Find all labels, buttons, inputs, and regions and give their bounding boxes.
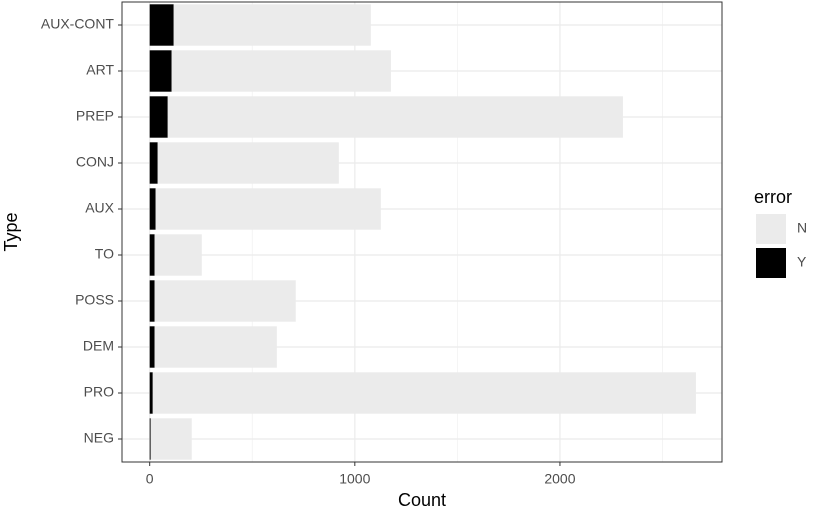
x-tick-label: 1000 xyxy=(339,471,370,487)
legend-key xyxy=(756,214,786,244)
bar-segment xyxy=(173,4,371,46)
y-tick-label: ART xyxy=(86,62,114,78)
y-tick-label: DEM xyxy=(83,338,114,354)
bar-segment xyxy=(149,372,153,414)
plot-border xyxy=(121,1,723,463)
legend-label: N xyxy=(797,220,807,236)
y-tick-label: PRO xyxy=(84,384,114,400)
bar-segment xyxy=(167,96,623,138)
y-tick-label: AUX xyxy=(85,200,114,216)
y-tick-label: POSS xyxy=(75,292,114,308)
y-axis-title: Type xyxy=(1,212,21,251)
bar-segment xyxy=(149,234,155,276)
x-tick-label: 0 xyxy=(146,471,154,487)
bar-segment xyxy=(149,50,172,92)
bar-segment xyxy=(152,372,696,414)
bar-segment xyxy=(149,188,156,230)
y-tick-label: CONJ xyxy=(76,154,114,170)
bar-segment xyxy=(149,96,168,138)
bar-segment xyxy=(171,50,391,92)
x-tick-label: 2000 xyxy=(544,471,575,487)
bar-segment xyxy=(149,142,158,184)
bar-segment xyxy=(149,280,155,322)
y-tick-label: PREP xyxy=(76,108,114,124)
bar-segment xyxy=(149,418,151,460)
legend-title: error xyxy=(754,187,792,207)
y-tick-label: AUX-CONT xyxy=(41,16,115,32)
legend-key xyxy=(756,248,786,278)
bar-segment xyxy=(154,234,202,276)
y-tick-label: NEG xyxy=(84,430,114,446)
x-axis-title: Count xyxy=(398,490,446,510)
bar-segment xyxy=(149,4,174,46)
bar-segment xyxy=(155,188,381,230)
bar-segment xyxy=(154,326,277,368)
y-tick-label: TO xyxy=(95,246,114,262)
bar-segment xyxy=(154,280,296,322)
bar-segment xyxy=(157,142,339,184)
bar-segment xyxy=(149,326,155,368)
legend-label: Y xyxy=(797,254,807,270)
bar-segment xyxy=(150,418,192,460)
